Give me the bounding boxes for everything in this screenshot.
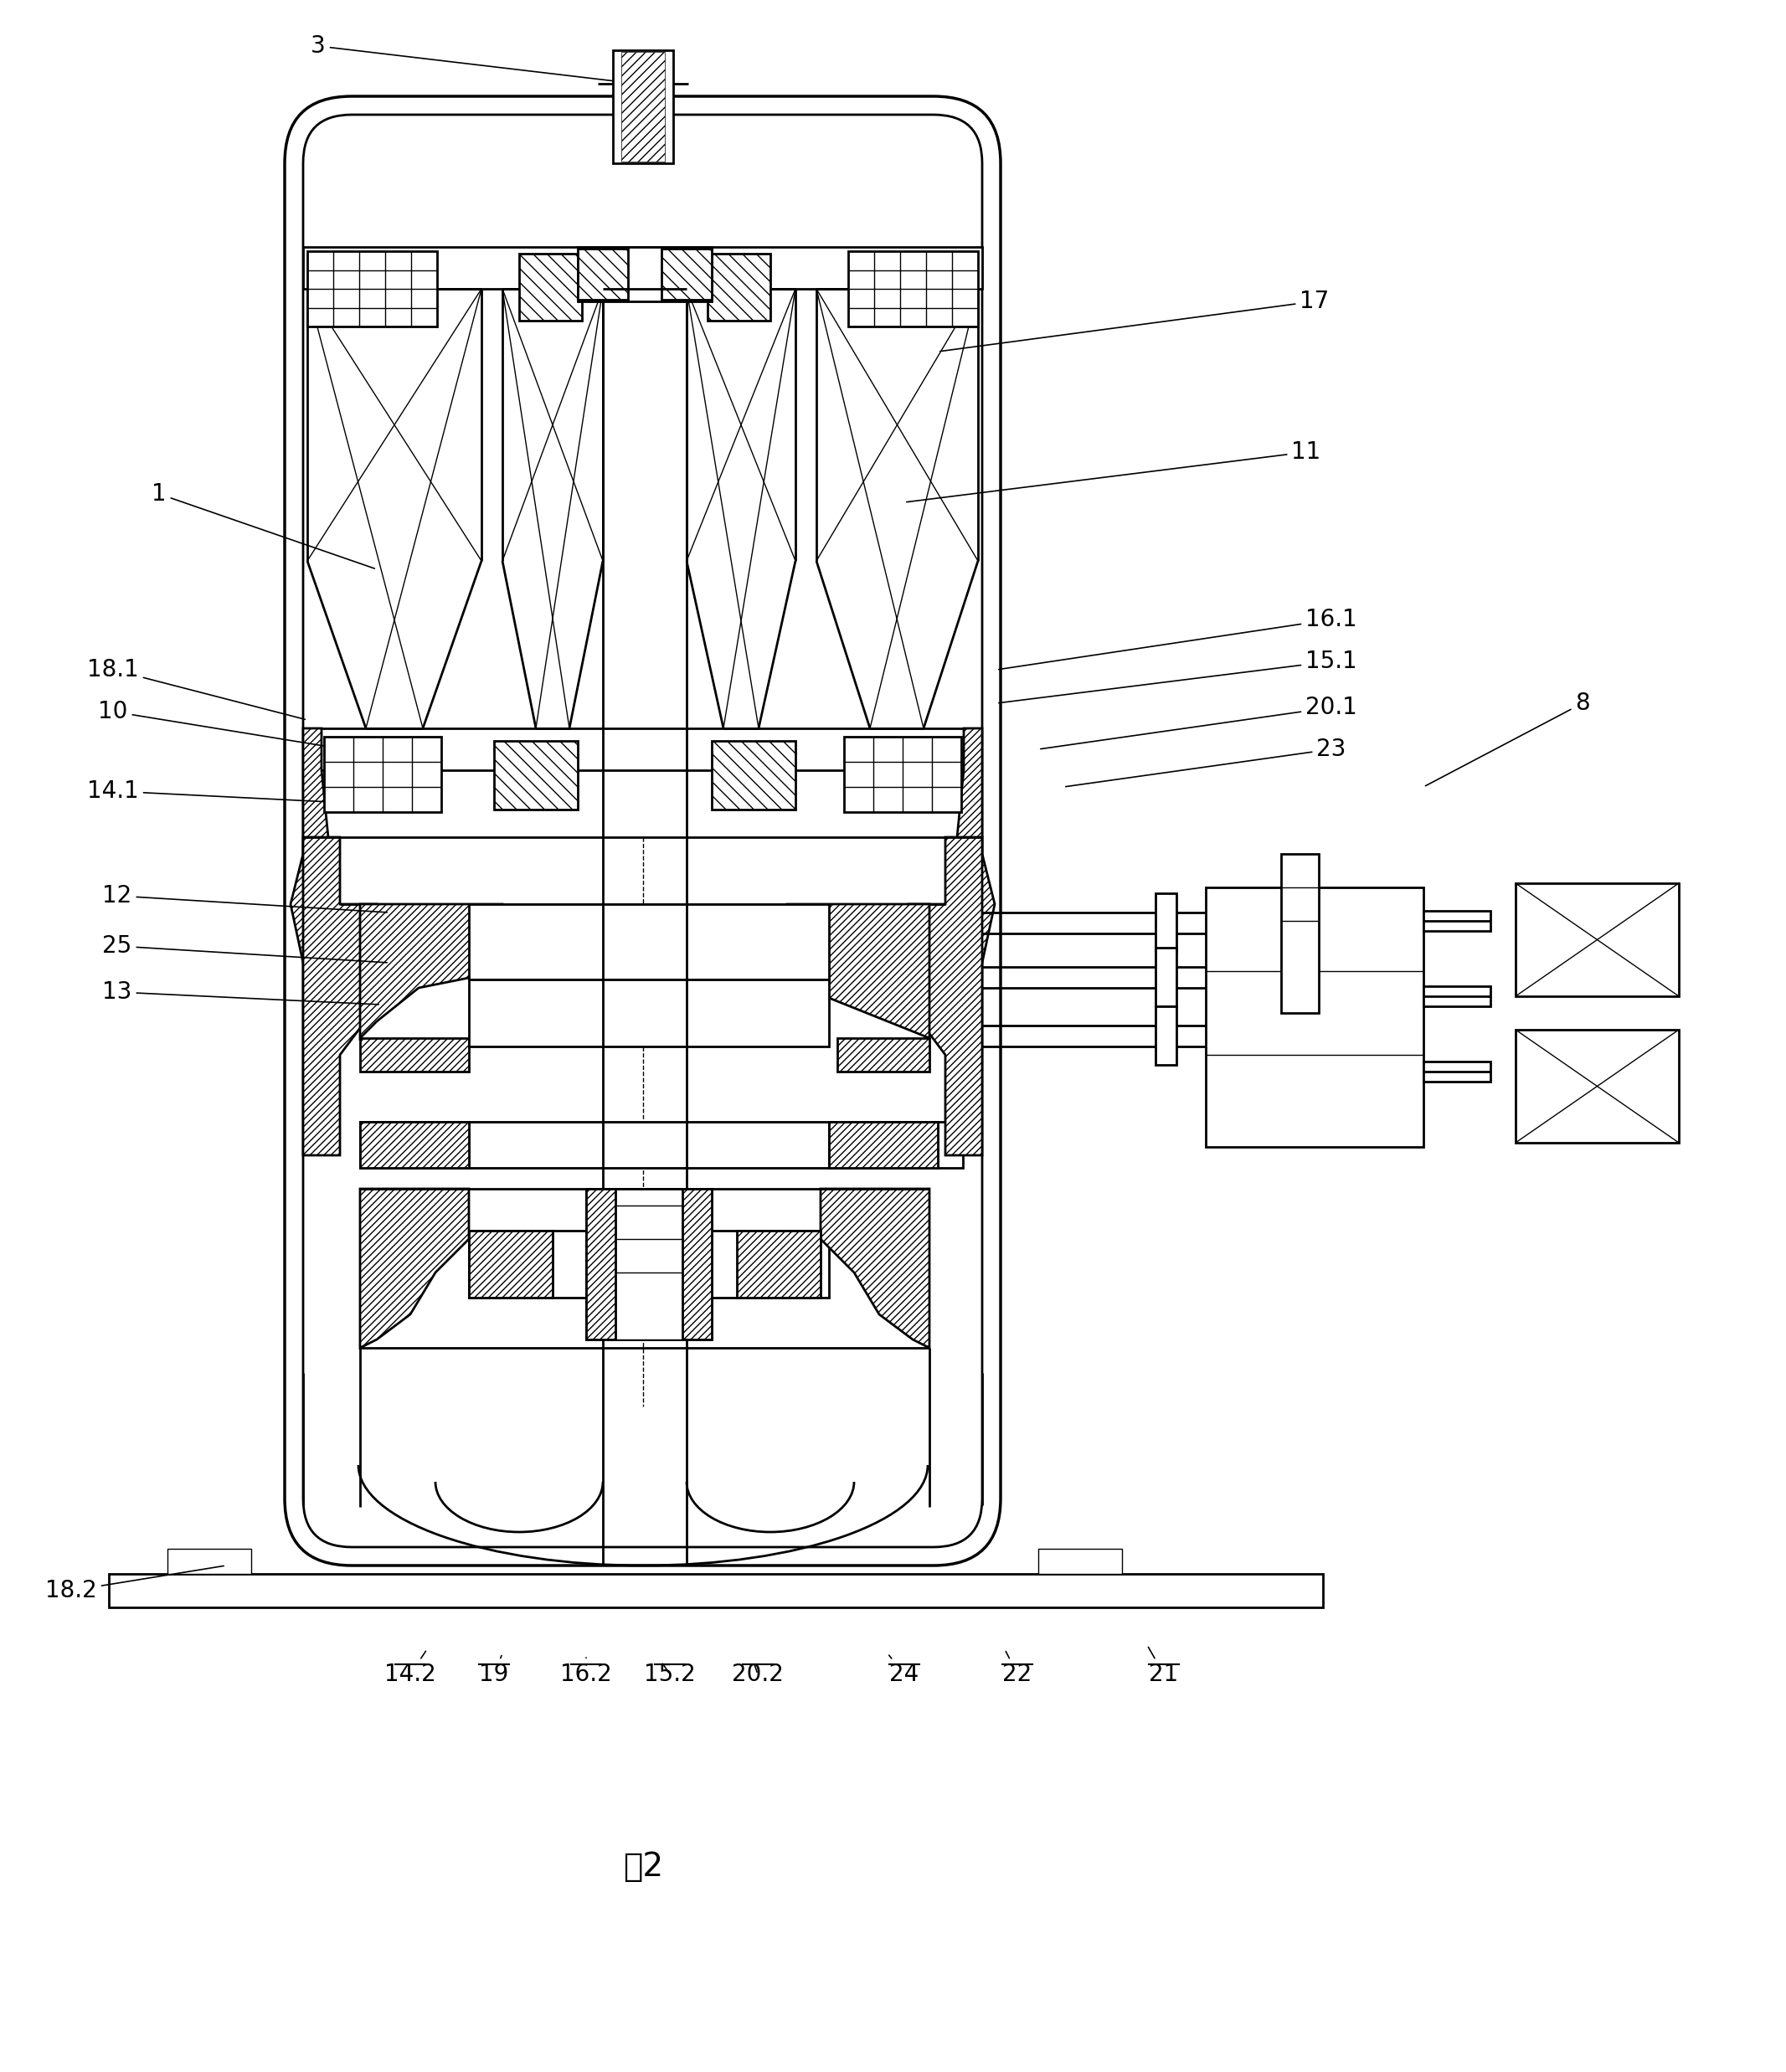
Text: 12: 12 (102, 885, 388, 912)
Text: 3: 3 (311, 35, 670, 87)
Bar (586, 1189, 711, 1339)
Text: 18.2: 18.2 (45, 1566, 223, 1602)
Bar (845, 738, 961, 812)
Bar (168, 1548, 252, 1575)
Bar (284, 164, 304, 1498)
Polygon shape (820, 1189, 929, 1349)
Text: 图2: 图2 (623, 1850, 663, 1883)
Polygon shape (788, 903, 929, 1038)
Bar (829, 1121, 938, 1169)
Text: 8: 8 (1425, 692, 1590, 785)
Text: 21: 21 (1148, 1647, 1179, 1687)
Bar (586, 1189, 616, 1339)
Bar (1423, 986, 1491, 1007)
Bar (470, 1231, 552, 1297)
Text: 1: 1 (152, 483, 375, 568)
Bar (604, 1206, 695, 1239)
Text: 14.2: 14.2 (384, 1651, 436, 1687)
Text: 25: 25 (102, 934, 388, 963)
Bar (577, 249, 629, 300)
Bar (1423, 1061, 1491, 1082)
Bar (577, 247, 711, 300)
Text: 22: 22 (1002, 1651, 1032, 1687)
Bar (848, 251, 979, 327)
Bar (1423, 912, 1491, 930)
Bar (1516, 1030, 1679, 1144)
Text: 11: 11 (907, 441, 1322, 501)
Polygon shape (291, 729, 330, 963)
Bar (707, 253, 770, 321)
Text: 20.1: 20.1 (1041, 696, 1357, 748)
Text: 10: 10 (98, 700, 357, 752)
Bar (470, 1231, 829, 1297)
Text: 24: 24 (889, 1656, 920, 1687)
Text: 20.2: 20.2 (732, 1662, 784, 1687)
Bar (520, 253, 582, 321)
Text: 15.1: 15.1 (998, 651, 1357, 702)
Bar (1516, 883, 1679, 997)
Bar (304, 247, 982, 288)
Bar (613, 50, 673, 164)
Bar (307, 251, 438, 327)
Text: 23: 23 (1066, 738, 1347, 787)
Polygon shape (838, 1038, 929, 1071)
Bar (1038, 1548, 1122, 1575)
Bar (361, 1121, 470, 1169)
Polygon shape (909, 837, 982, 1156)
Bar (661, 249, 711, 300)
Polygon shape (361, 1038, 470, 1071)
Bar (323, 738, 441, 812)
FancyBboxPatch shape (284, 95, 1000, 1566)
Text: 15.2: 15.2 (645, 1662, 697, 1687)
Polygon shape (956, 729, 995, 963)
Text: 16.1: 16.1 (998, 607, 1357, 669)
Bar (829, 1121, 938, 1169)
Bar (109, 1575, 1323, 1608)
Text: 14.1: 14.1 (88, 779, 363, 804)
Text: 18.1: 18.1 (88, 659, 305, 719)
Text: 16.2: 16.2 (561, 1658, 613, 1687)
Bar (1281, 854, 1318, 1013)
Text: 19: 19 (479, 1656, 509, 1687)
Bar (470, 1121, 829, 1169)
Bar (352, 95, 934, 114)
Text: 17: 17 (939, 290, 1329, 352)
Bar (682, 1189, 711, 1339)
Bar (1156, 947, 1177, 1007)
Bar (982, 164, 1000, 1498)
Bar (470, 980, 829, 1046)
Bar (361, 1121, 470, 1169)
Bar (1206, 887, 1423, 1148)
Bar (1156, 1007, 1177, 1065)
Bar (711, 742, 795, 810)
Bar (470, 903, 829, 980)
Polygon shape (361, 1189, 470, 1349)
Bar (622, 52, 664, 162)
Polygon shape (361, 903, 502, 1038)
Bar (1156, 893, 1177, 951)
Bar (738, 1231, 820, 1297)
Bar (495, 742, 577, 810)
Bar (586, 1272, 711, 1339)
Text: 13: 13 (102, 980, 379, 1005)
Bar (361, 1121, 963, 1169)
Polygon shape (304, 837, 377, 1156)
